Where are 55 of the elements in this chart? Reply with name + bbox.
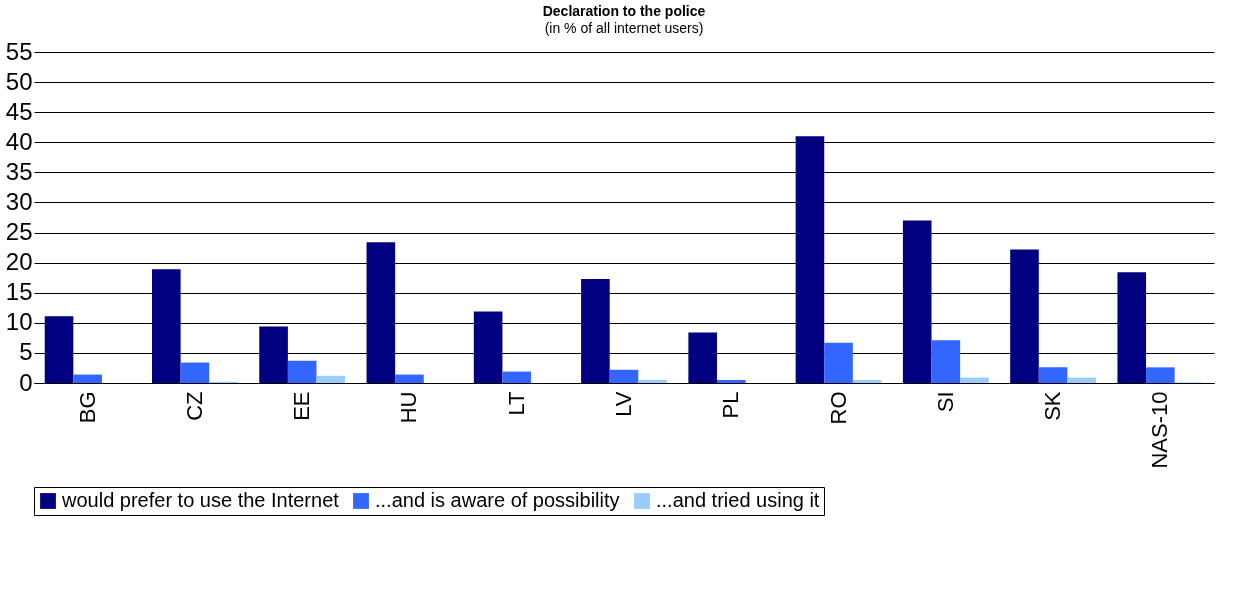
bar bbox=[931, 340, 961, 383]
y-tick-label: 30 bbox=[5, 187, 33, 215]
y-tick-label: 10 bbox=[5, 308, 33, 336]
bar bbox=[688, 332, 717, 383]
y-tick-label: 55 bbox=[5, 37, 33, 65]
bar bbox=[824, 342, 853, 383]
x-tick-label: SK bbox=[1040, 391, 1066, 421]
y-tick-label: 20 bbox=[5, 248, 33, 276]
bar bbox=[287, 360, 317, 383]
y-tick-label: 50 bbox=[5, 67, 33, 95]
bar bbox=[180, 362, 210, 383]
bar bbox=[1010, 249, 1039, 383]
y-tick-label: 45 bbox=[5, 97, 33, 125]
x-tick-label: LV bbox=[611, 391, 636, 417]
bar bbox=[581, 278, 610, 383]
x-tick-label: NAS-10 bbox=[1147, 391, 1173, 469]
legend-label: ...and tried using it bbox=[656, 489, 820, 511]
bar bbox=[73, 374, 102, 383]
bar bbox=[1067, 377, 1096, 383]
y-tick-label: 5 bbox=[19, 338, 33, 366]
y-tick-label: 0 bbox=[19, 368, 33, 396]
chart-title: Declaration to the police bbox=[542, 3, 706, 19]
bar bbox=[1117, 272, 1147, 383]
bar bbox=[316, 375, 346, 383]
bar bbox=[902, 220, 932, 383]
bar bbox=[366, 242, 396, 383]
x-tick-label: LT bbox=[503, 391, 529, 416]
bar bbox=[473, 311, 503, 383]
bar bbox=[44, 316, 74, 383]
x-tick-label: HU bbox=[396, 391, 422, 424]
bar bbox=[502, 371, 532, 383]
legend-label: ...and is aware of possibility bbox=[375, 489, 620, 511]
bar bbox=[852, 379, 882, 383]
bar bbox=[795, 136, 825, 383]
y-tick-label: 15 bbox=[5, 278, 33, 306]
y-tick-label: 40 bbox=[5, 127, 33, 155]
legend-label: would prefer to use the Internet bbox=[61, 489, 340, 511]
x-tick-label: SI bbox=[932, 391, 958, 413]
y-tick-label: 35 bbox=[5, 157, 33, 185]
bar bbox=[716, 379, 746, 383]
x-tick-label: EE bbox=[289, 391, 315, 421]
bar bbox=[259, 326, 288, 383]
bar bbox=[152, 269, 181, 383]
bar bbox=[395, 374, 424, 383]
x-tick-label: CZ bbox=[181, 391, 207, 421]
bar bbox=[609, 369, 639, 383]
x-tick-label: RO bbox=[825, 391, 851, 425]
x-tick-label: PL bbox=[718, 391, 744, 419]
bar bbox=[1038, 367, 1068, 383]
bar bbox=[1146, 367, 1175, 383]
bar bbox=[960, 377, 989, 383]
bar bbox=[638, 379, 667, 383]
x-tick-label: BG bbox=[74, 391, 100, 424]
chart-subtitle: (in % of all internet users) bbox=[544, 20, 704, 36]
y-tick-label: 25 bbox=[5, 218, 33, 246]
